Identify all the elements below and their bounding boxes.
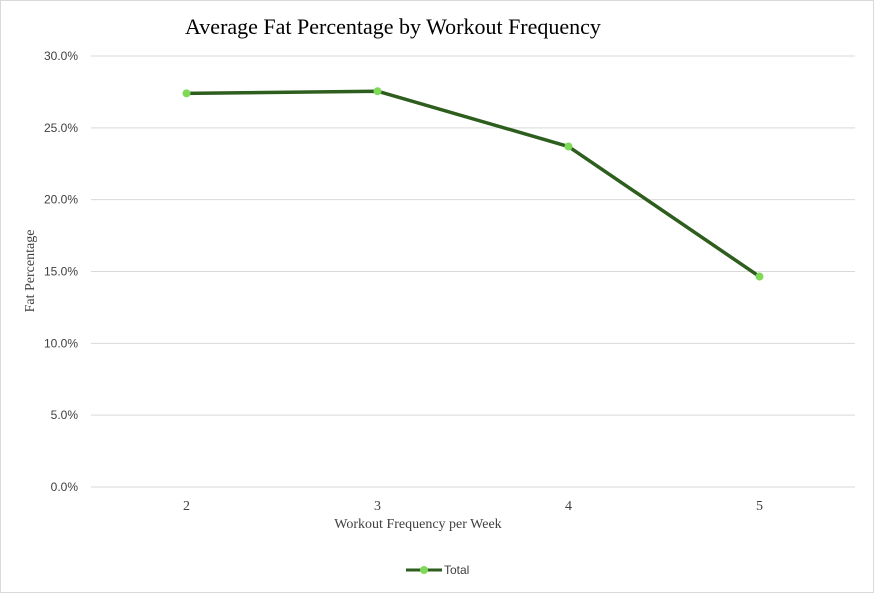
- legend-marker-swatch: [420, 566, 428, 574]
- x-tick-label: 5: [756, 499, 763, 514]
- y-tick-label: 15.0%: [44, 265, 78, 279]
- y-tick-label: 30.0%: [44, 49, 78, 63]
- y-tick-label: 5.0%: [51, 408, 79, 422]
- data-point[interactable]: [373, 87, 382, 96]
- x-tick-label: 2: [183, 499, 190, 514]
- legend-label-total: Total: [444, 563, 469, 577]
- data-point[interactable]: [755, 272, 764, 281]
- gridlines: [91, 55, 855, 488]
- x-axis-title: Workout Frequency per Week: [334, 517, 501, 532]
- x-axis-ticks: 2 3 4 5: [183, 499, 763, 514]
- y-tick-label: 25.0%: [44, 121, 78, 135]
- chart-title: Average Fat Percentage by Workout Freque…: [185, 14, 601, 39]
- y-tick-label: 20.0%: [44, 193, 78, 207]
- x-tick-label: 3: [374, 499, 381, 514]
- series-total: [182, 87, 764, 281]
- y-tick-label: 10.0%: [44, 336, 78, 350]
- data-point[interactable]: [564, 142, 573, 151]
- x-tick-label: 4: [565, 499, 572, 514]
- y-tick-label: 0.0%: [51, 480, 79, 494]
- y-axis-title: Fat Percentage: [23, 230, 38, 313]
- data-point[interactable]: [182, 89, 191, 98]
- legend[interactable]: Total: [406, 563, 469, 577]
- y-axis-ticks: 0.0% 5.0% 10.0% 15.0% 20.0% 25.0% 30.0%: [44, 49, 78, 494]
- series-line: [186, 89, 761, 278]
